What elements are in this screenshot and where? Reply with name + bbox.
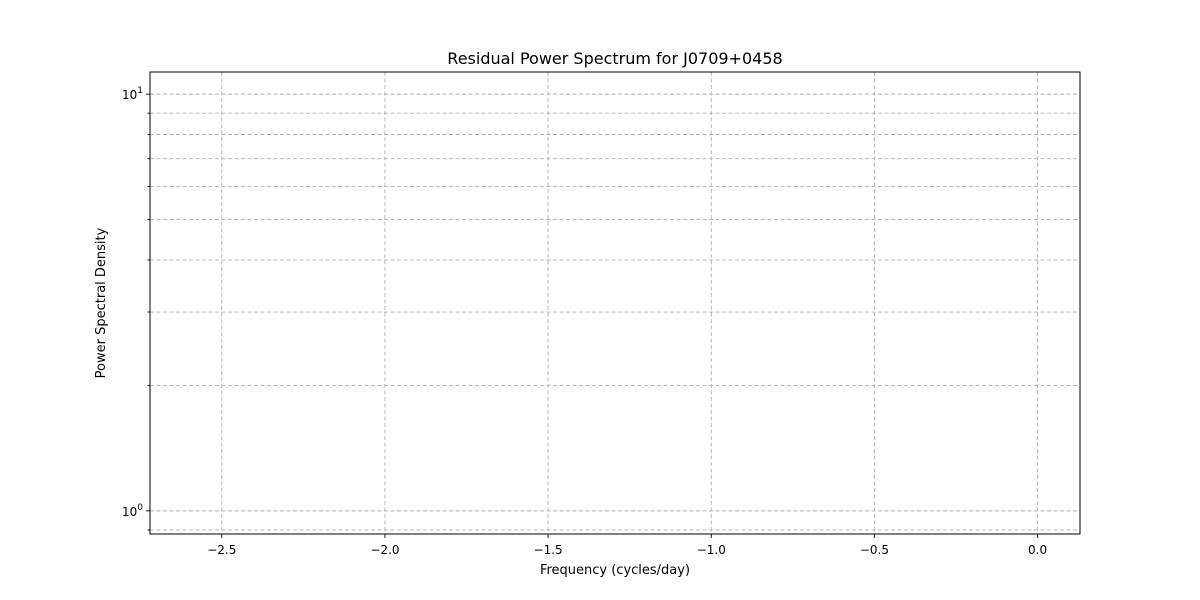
- x-tick-label: −1.5: [534, 543, 563, 557]
- y-tick-label: 101: [122, 86, 143, 102]
- chart-title: Residual Power Spectrum for J0709+0458: [447, 49, 782, 68]
- x-tick-label: −1.0: [697, 543, 726, 557]
- y-tick-label: 100: [122, 503, 143, 519]
- x-tick-label: −2.0: [370, 543, 399, 557]
- y-tick-exponent: 1: [137, 86, 143, 96]
- y-tick-base: 10: [122, 505, 137, 519]
- y-tick-base: 10: [122, 88, 137, 102]
- y-tick-exponent: 0: [137, 503, 143, 513]
- x-tick-label: −0.5: [860, 543, 889, 557]
- x-axis-ticks: −2.5 −2.0 −1.5 −1.0 −0.5 0.0: [207, 534, 1047, 557]
- x-tick-label: 0.0: [1028, 543, 1047, 557]
- y-axis-label: Power Spectral Density: [94, 227, 109, 378]
- plot-frame: [149, 71, 1081, 535]
- x-axis-label: Frequency (cycles/day): [540, 563, 690, 578]
- grid-lines: [150, 72, 1080, 534]
- x-tick-label: −2.5: [207, 543, 236, 557]
